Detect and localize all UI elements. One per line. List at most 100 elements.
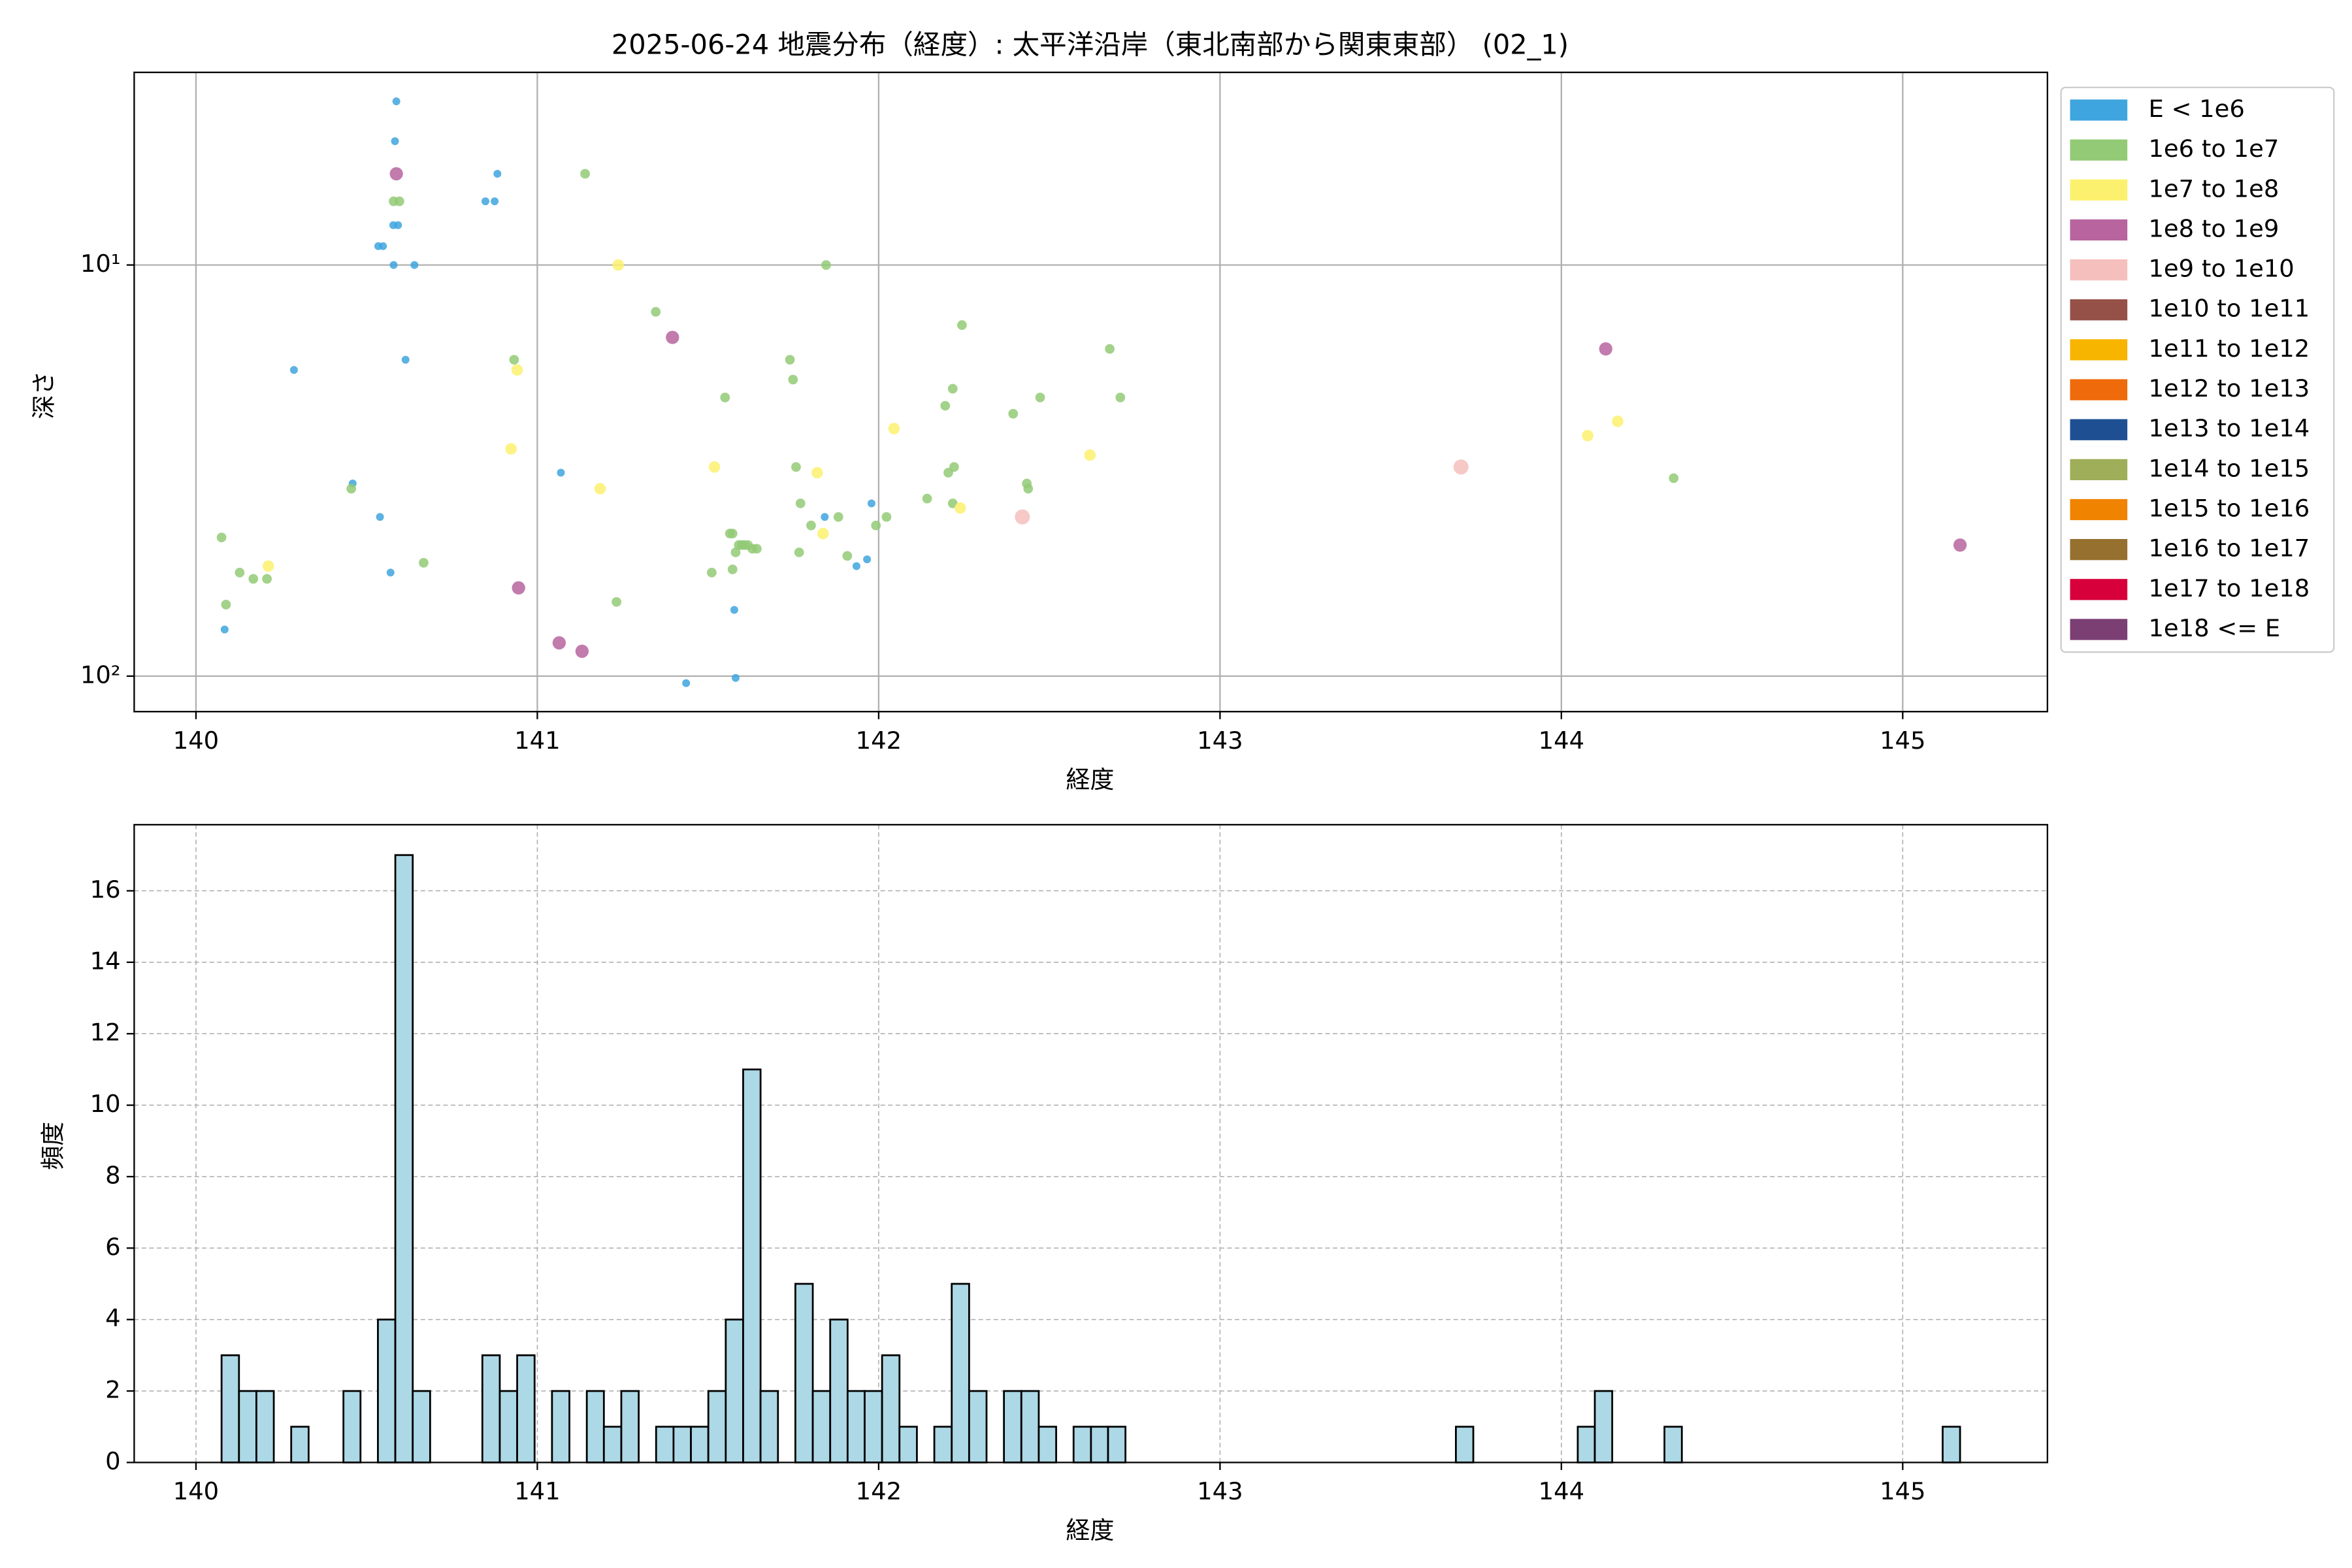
data-point (376, 513, 384, 521)
legend-swatch (2070, 498, 2128, 521)
histogram-bar (255, 1390, 275, 1463)
x-tick-label: 144 (1539, 1477, 1584, 1505)
data-point (833, 512, 843, 522)
data-point (727, 529, 738, 539)
data-point (235, 568, 245, 578)
data-point (821, 260, 831, 270)
data-point (491, 197, 499, 206)
data-point (482, 197, 490, 206)
data-point (262, 574, 272, 584)
histogram-bar (951, 1282, 970, 1463)
legend-swatch (2070, 379, 2128, 400)
y-tick-label: 6 (105, 1233, 120, 1261)
data-point (707, 568, 717, 578)
data-point (220, 625, 229, 634)
legend-swatch (2070, 99, 2128, 121)
data-point (730, 606, 738, 614)
x-tick-label: 141 (514, 1477, 560, 1505)
data-point (708, 461, 721, 473)
legend-label: 1e16 to 1e17 (2148, 534, 2310, 563)
data-point (821, 513, 829, 521)
histogram-bar (394, 854, 414, 1463)
x-tick-label: 145 (1880, 1477, 1925, 1505)
legend-label: 1e13 to 1e14 (2148, 414, 2310, 442)
y-axis-label: 頻度 (39, 1122, 67, 1170)
data-point (1669, 473, 1679, 483)
data-point (1453, 459, 1469, 475)
data-point (1035, 392, 1045, 402)
legend-swatch (2070, 459, 2128, 480)
histogram-bar (342, 1390, 362, 1463)
data-point (221, 600, 231, 610)
histogram-bar (1037, 1426, 1057, 1463)
y-tick-label: 10² (80, 661, 121, 689)
chart-title: 2025-06-24 地震分布（経度）: 太平洋沿岸（東北南部から関東東部） (… (612, 29, 1569, 61)
histogram-bar (672, 1426, 692, 1463)
histogram-bar (742, 1068, 762, 1463)
histogram-bar (481, 1354, 501, 1463)
histogram-bar (864, 1390, 883, 1463)
data-point (612, 259, 625, 271)
legend-label: 1e18 <= E (2148, 614, 2280, 642)
data-point (943, 468, 953, 478)
histogram-bar (1020, 1390, 1040, 1463)
data-point (871, 520, 881, 531)
x-tick-label: 145 (1880, 727, 1925, 755)
histogram-bar (846, 1390, 866, 1463)
histogram-bar (620, 1390, 640, 1463)
data-point (392, 97, 400, 106)
histogram-bar (551, 1390, 570, 1463)
data-point (788, 374, 798, 385)
data-point (1953, 538, 1967, 552)
y-tick-label: 2 (105, 1376, 120, 1404)
data-point (612, 596, 622, 607)
legend-swatch (2070, 619, 2128, 640)
data-point (262, 560, 274, 572)
data-point (727, 564, 738, 574)
data-point (391, 137, 399, 146)
histogram-bar (759, 1390, 779, 1463)
data-point (1105, 344, 1115, 354)
legend-label: 1e8 to 1e9 (2148, 214, 2279, 242)
data-point (666, 331, 679, 344)
histogram-bar (377, 1318, 397, 1463)
data-point (956, 320, 967, 330)
histogram-bar (968, 1390, 988, 1463)
legend-swatch (2070, 339, 2128, 361)
data-point (557, 468, 565, 477)
legend-label: 1e10 to 1e11 (2148, 295, 2310, 323)
data-point (817, 527, 829, 540)
data-point (389, 167, 403, 181)
legend-swatch (2070, 419, 2128, 440)
data-point (386, 568, 395, 577)
data-point (947, 384, 958, 394)
data-point (730, 547, 741, 557)
legend-swatch (2070, 579, 2128, 600)
data-point (552, 636, 566, 650)
data-point (1115, 392, 1126, 402)
y-tick-label: 10¹ (80, 250, 121, 278)
data-point (881, 512, 892, 522)
histogram-bar (707, 1390, 727, 1463)
legend-swatch (2070, 219, 2128, 241)
data-point (401, 355, 410, 364)
data-point (493, 169, 502, 178)
legend-swatch (2070, 179, 2128, 201)
legend-label: 1e12 to 1e13 (2148, 374, 2310, 402)
histogram-bar (1003, 1390, 1022, 1463)
data-point (1582, 429, 1593, 442)
data-point (389, 261, 398, 269)
legend-swatch (2070, 539, 2128, 561)
histogram-bar (1663, 1426, 1683, 1463)
histogram-bar (1455, 1426, 1475, 1463)
histogram-bar (220, 1354, 240, 1463)
data-point (852, 562, 860, 570)
data-point (419, 557, 429, 568)
histogram-bar (725, 1318, 744, 1463)
legend-swatch (2070, 139, 2128, 161)
y-tick-label: 4 (105, 1304, 120, 1332)
x-axis-label: 経度 (1066, 1516, 1115, 1544)
data-point (379, 242, 387, 250)
